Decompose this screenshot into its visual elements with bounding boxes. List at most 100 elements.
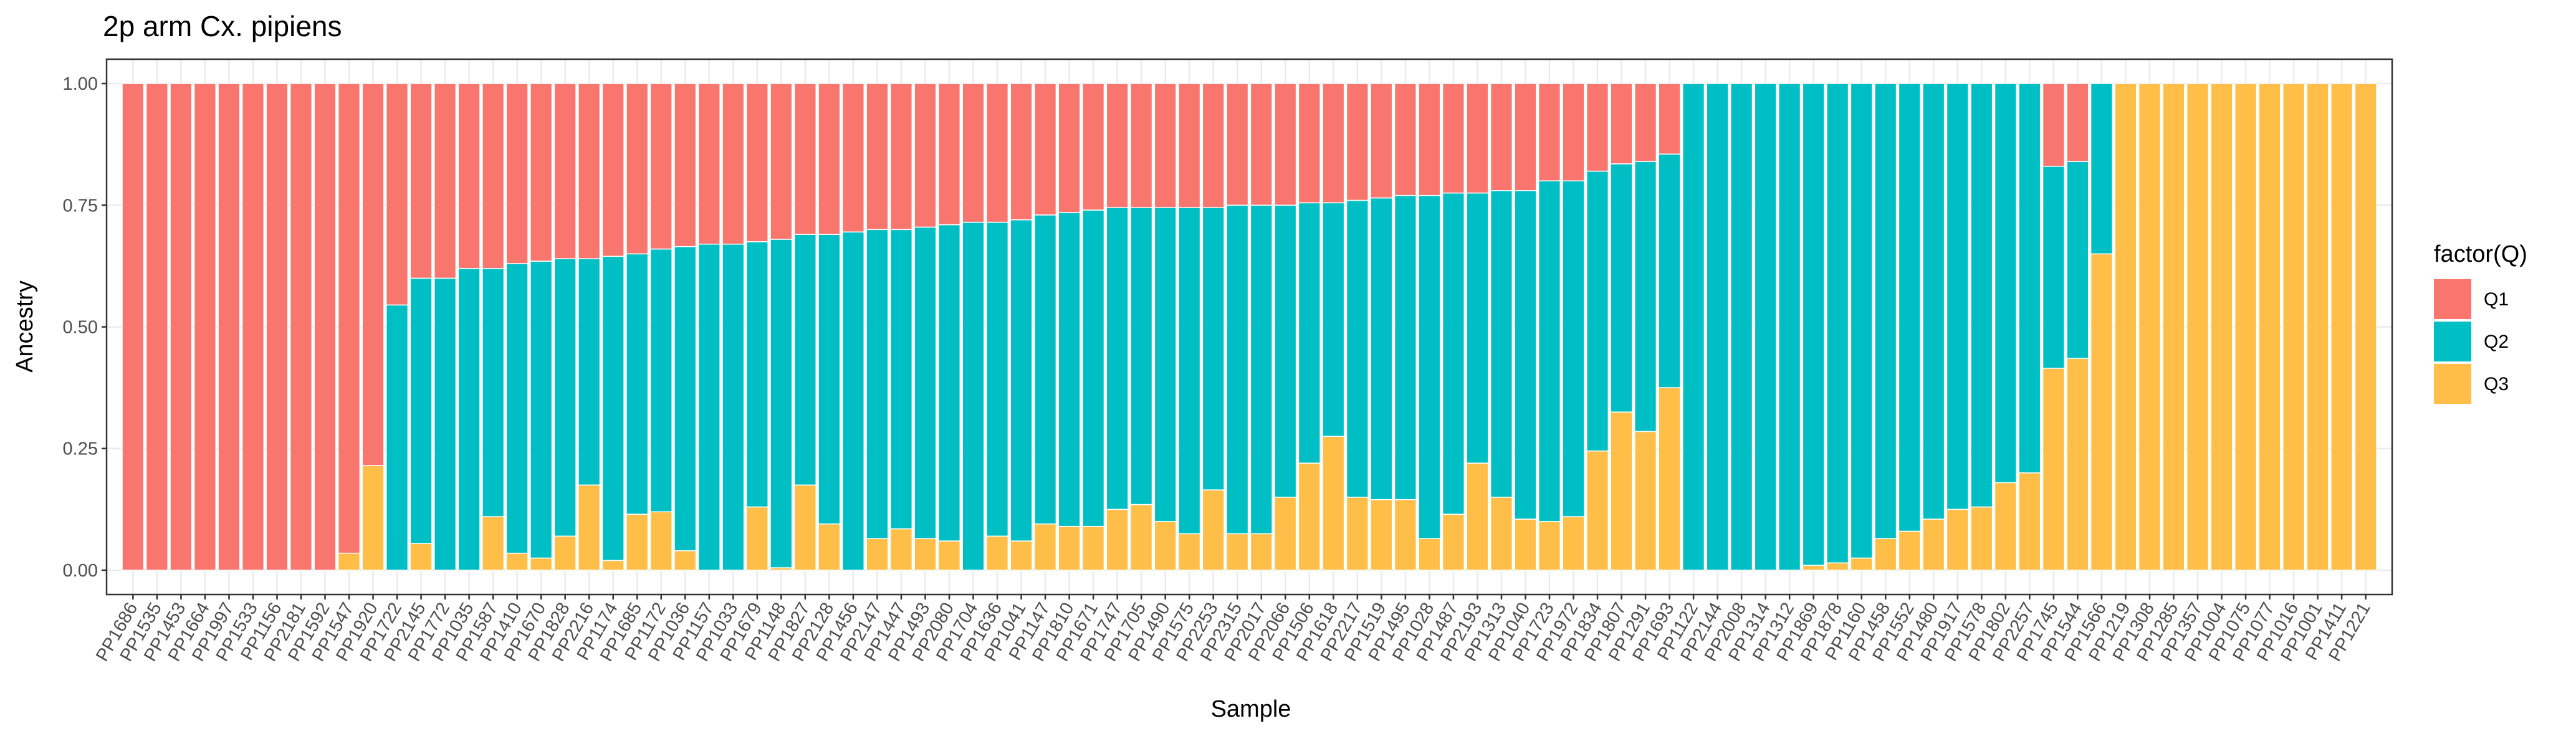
bar-segment: [914, 538, 937, 571]
bar-segment: [1490, 83, 1513, 191]
bar-segment: [1562, 180, 1585, 517]
bar-segment: [122, 83, 145, 571]
bar-segment: [1562, 83, 1585, 181]
bar-segment: [1466, 462, 1489, 571]
bar-segment: [1250, 204, 1273, 535]
bar-segment: [1946, 509, 1969, 571]
bar-segment: [937, 83, 961, 226]
bar-segment: [2090, 253, 2114, 571]
bar-segment: [1634, 431, 1657, 571]
bar-segment: [1010, 219, 1033, 542]
bar-segment: [697, 83, 721, 245]
bar-segment: [793, 234, 816, 486]
bar-segment: [1538, 180, 1561, 522]
bar-segment: [649, 511, 673, 571]
bar-segment: [2162, 83, 2185, 571]
bar-segment: [1370, 83, 1393, 199]
bar-segment: [578, 258, 601, 486]
bar-segment: [1010, 540, 1033, 571]
bar-segment: [1610, 163, 1633, 413]
bar-segment: [649, 83, 673, 250]
bar-segment: [1130, 504, 1153, 571]
y-tick-label: 0.75: [63, 196, 98, 216]
bar-segment: [889, 528, 913, 571]
bar-segment: [1130, 207, 1153, 505]
bar-segment: [770, 83, 793, 240]
bar-segment: [482, 268, 505, 517]
bar-segment: [1130, 83, 1153, 208]
legend-key: [2434, 279, 2471, 319]
bar-segment: [530, 557, 553, 571]
bar-segment: [482, 83, 505, 269]
bar-segment: [1346, 83, 1369, 201]
bar-segment: [2018, 83, 2041, 474]
bar-segment: [1922, 83, 1945, 520]
y-tick-label: 0.25: [63, 439, 98, 459]
bar-segment: [1442, 193, 1465, 515]
bar-segment: [722, 83, 745, 245]
bar-segment: [1562, 516, 1585, 571]
legend-label: Q1: [2484, 289, 2509, 310]
bar-segment: [1826, 83, 1849, 563]
bar-segment: [241, 83, 265, 571]
bar-segment: [553, 83, 577, 259]
bar-segment: [1298, 83, 1321, 204]
bar-segment: [626, 83, 649, 255]
bar-segment: [962, 221, 985, 571]
legend-key: [2434, 364, 2471, 404]
bar-segment: [674, 550, 697, 571]
bar-segment: [1034, 523, 1057, 571]
bar-segment: [1586, 170, 1609, 452]
bar-segment: [937, 224, 961, 542]
bar-segment: [841, 83, 865, 232]
bar-segment: [1082, 525, 1105, 571]
bar-segment: [674, 83, 697, 247]
bar-segment: [1178, 207, 1201, 535]
bar-segment: [1418, 194, 1441, 539]
bar-segment: [1514, 83, 1537, 191]
bar-segment: [1850, 83, 1873, 559]
bar-segment: [409, 277, 433, 544]
bar-segment: [2042, 368, 2065, 571]
bar-segment: [2138, 83, 2162, 571]
bar-segment: [1058, 212, 1081, 527]
bar-segment: [1058, 525, 1081, 571]
bar-segment: [1826, 562, 1849, 571]
bar-segment: [1298, 462, 1321, 571]
bar-segment: [1994, 482, 2017, 571]
bar-segment: [649, 248, 673, 512]
bar-segment: [337, 552, 361, 571]
bar-segment: [505, 263, 529, 554]
bar-segment: [1178, 533, 1201, 571]
bar-segment: [1658, 387, 1681, 571]
bar-segment: [793, 484, 816, 571]
bar-segment: [1226, 204, 1249, 535]
bar-segment: [985, 221, 1009, 537]
bar-segment: [266, 83, 289, 571]
bar-segment: [578, 484, 601, 571]
bar-segment: [818, 523, 841, 571]
bar-segment: [1394, 499, 1417, 571]
bar-segment: [1994, 83, 2017, 484]
bar-segment: [362, 465, 385, 571]
bar-segment: [1274, 204, 1297, 498]
bar-segment: [1106, 83, 1129, 208]
bar-segment: [530, 260, 553, 559]
bar-segment: [1898, 530, 1921, 571]
legend-label: Q3: [2484, 374, 2509, 394]
bar-segment: [1514, 519, 1537, 571]
bar-segment: [385, 83, 409, 306]
bar-segment: [1898, 83, 1921, 532]
bar-segment: [2018, 472, 2041, 571]
bar-segment: [1418, 83, 1441, 196]
bar-segment: [482, 516, 505, 571]
bar-segment: [962, 83, 985, 223]
bar-segment: [697, 243, 721, 571]
bar-segment: [1010, 83, 1033, 221]
bar-segment: [1154, 207, 1177, 522]
bar-segment: [1370, 197, 1393, 500]
x-axis-title: Sample: [1211, 696, 1291, 722]
bar-segment: [1730, 83, 1753, 571]
bar-segment: [1874, 83, 1897, 539]
